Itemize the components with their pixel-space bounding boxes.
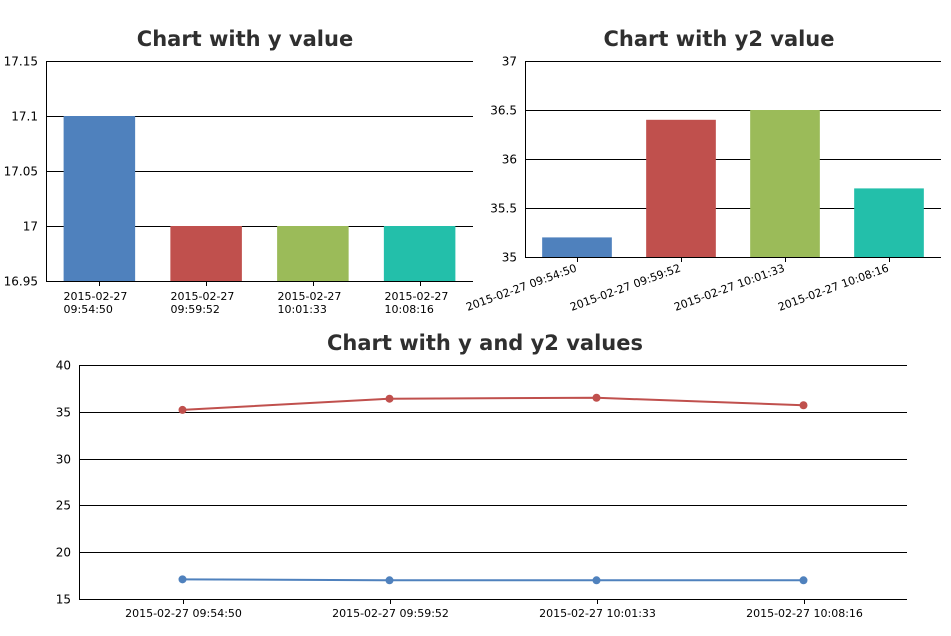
bar[interactable] xyxy=(750,110,820,257)
x-tick-label: 2015-02-27 10:08:16 xyxy=(746,607,863,620)
bar[interactable] xyxy=(646,119,716,257)
x-axis: 2015-02-27 09:54:50 2015-02-27 09:59:52 20… xyxy=(125,599,863,620)
bar[interactable] xyxy=(854,188,924,257)
x-axis: 2015-02-27 09:54:50 2015-02-27 09:59:52 2015… xyxy=(64,281,449,316)
bar[interactable] xyxy=(542,237,612,257)
series-y xyxy=(178,575,808,585)
x-tick-label: 2015-02-27 10:08:16 xyxy=(385,290,449,316)
x-tick-label: 2015-02-27 09:59:52 xyxy=(332,607,449,620)
y-tick-label: 20 xyxy=(56,546,71,560)
y-tick-label: 36.5 xyxy=(490,104,517,118)
y-tick-label: 16.95 xyxy=(4,275,38,289)
data-point[interactable] xyxy=(178,405,187,414)
x-tick-label: 2015-02-27 10:01:33 xyxy=(672,262,786,314)
x-tick-label: 2015-02-27 10:01:33 xyxy=(278,290,342,316)
x-tick-label: 2015-02-27 10:01:33 xyxy=(539,607,656,620)
y-axis: 15 20 25 30 35 40 xyxy=(56,359,907,607)
y-tick-label: 17.15 xyxy=(4,55,38,69)
data-point[interactable] xyxy=(178,575,187,584)
chart-title: Chart with y2 value xyxy=(604,27,835,51)
chart-title: Chart with y and y2 values xyxy=(327,331,643,355)
y-tick-label: 35.5 xyxy=(490,202,517,216)
x-tick-label: 2015-02-27 09:54:50 xyxy=(464,262,578,314)
bar[interactable] xyxy=(383,226,456,281)
x-tick-label: 2015-02-27 10:08:16 xyxy=(776,262,890,314)
y-tick-label: 40 xyxy=(56,359,71,373)
series-y2 xyxy=(178,393,808,414)
data-point[interactable] xyxy=(385,394,394,403)
y-tick-label: 35 xyxy=(502,251,517,265)
bar[interactable] xyxy=(63,116,136,281)
y-tick-label: 15 xyxy=(56,593,71,607)
chart-1: Chart with y value 16.95 17 17.05 17.1 17.15 2… xyxy=(4,27,473,316)
y-tick-label: 36 xyxy=(502,153,517,167)
chart-title: Chart with y value xyxy=(137,27,353,51)
y-tick-label: 17 xyxy=(23,220,38,234)
data-point[interactable] xyxy=(592,576,601,585)
series-line xyxy=(182,396,804,411)
y-tick-label: 37 xyxy=(502,55,517,69)
series-line xyxy=(182,578,804,582)
chart-3: Chart with y and y2 values 15 20 25 30 35 40 20… xyxy=(56,331,907,620)
y-tick-label: 30 xyxy=(56,453,71,467)
data-point[interactable] xyxy=(385,576,394,585)
y-tick-label: 17.1 xyxy=(11,110,38,124)
data-point[interactable] xyxy=(799,576,808,585)
bars xyxy=(542,110,924,257)
bars xyxy=(63,116,456,281)
y-tick-label: 25 xyxy=(56,499,71,513)
x-tick-label: 2015-02-27 09:59:52 xyxy=(568,262,682,314)
y-tick-label: 35 xyxy=(56,406,71,420)
data-point[interactable] xyxy=(592,393,601,402)
x-tick-label: 2015-02-27 09:59:52 xyxy=(171,290,235,316)
x-tick-label: 2015-02-27 09:54:50 xyxy=(64,290,128,316)
bar[interactable] xyxy=(170,226,242,281)
chart-2: Chart with y2 value 35 35.5 36 36.5 37 2015-02… xyxy=(464,27,941,314)
y-tick-label: 17.05 xyxy=(4,165,38,179)
bar[interactable] xyxy=(277,226,349,281)
x-tick-label: 2015-02-27 09:54:50 xyxy=(125,607,242,620)
data-point[interactable] xyxy=(799,401,808,410)
